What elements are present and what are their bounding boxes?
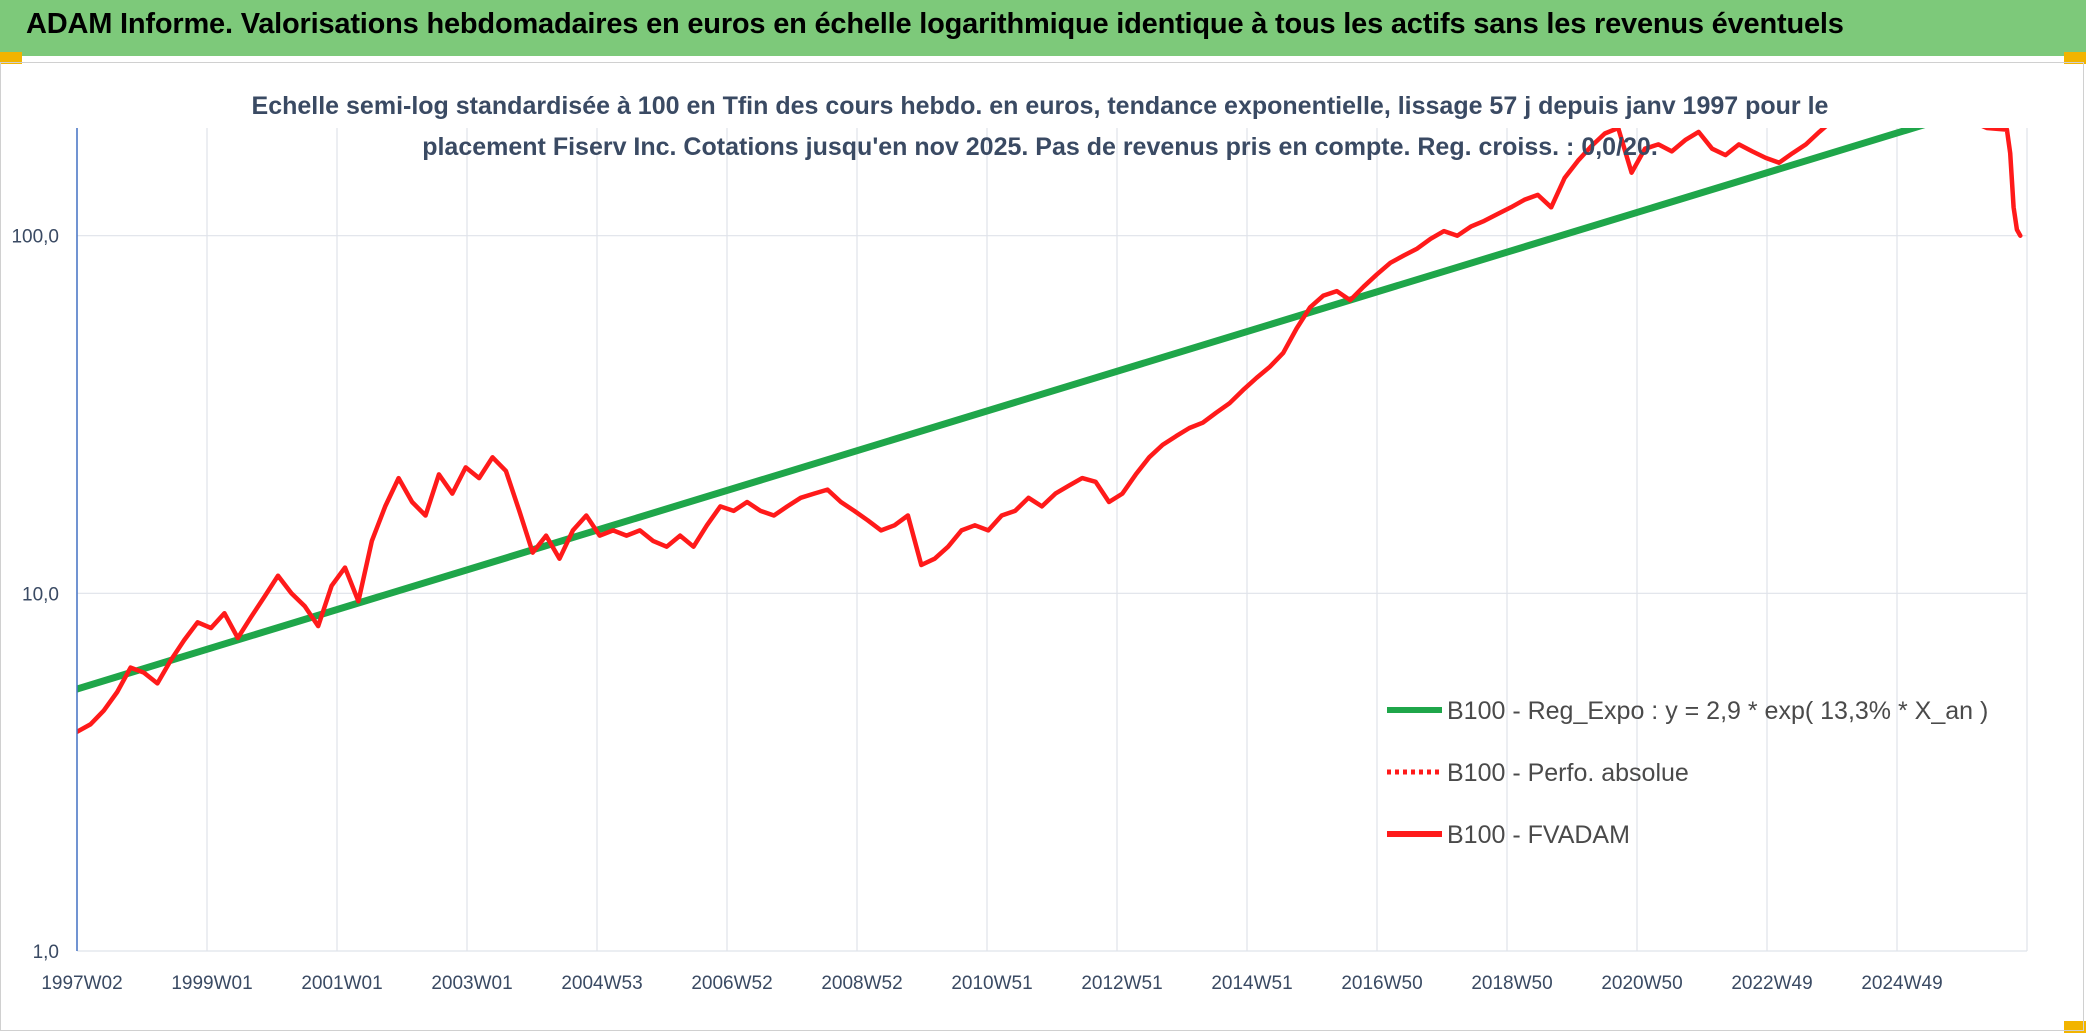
corner-marker-right <box>2064 52 2086 64</box>
header-bar <box>0 0 2086 56</box>
y-tick-label: 10,0 <box>22 584 59 605</box>
x-tick-label: 1997W02 <box>41 973 122 994</box>
y-tick-label: 100,0 <box>11 227 59 248</box>
x-tick-label: 2016W50 <box>1341 973 1422 994</box>
x-tick-label: 2001W01 <box>301 973 382 994</box>
x-tick-label: 2014W51 <box>1211 973 1292 994</box>
x-tick-label: 2022W49 <box>1731 973 1812 994</box>
x-tick-label: 2006W52 <box>691 973 772 994</box>
legend-label-0: B100 - Reg_Expo : y = 2,9 * exp( 13,3% *… <box>1447 697 1988 725</box>
series-line-0 <box>77 128 1926 693</box>
x-tick-label: 1999W01 <box>171 973 252 994</box>
x-tick-label: 2018W50 <box>1471 973 1552 994</box>
x-tick-label: 2003W01 <box>431 973 512 994</box>
legend: B100 - Reg_Expo : y = 2,9 * exp( 13,3% *… <box>1387 697 1988 849</box>
series-line-2 <box>77 128 2023 735</box>
chart-title-line1: Echelle semi-log standardisée à 100 en T… <box>251 92 1829 120</box>
y-tick-label: 1,0 <box>33 942 59 963</box>
legend-label-2: B100 - FVADAM <box>1447 821 1630 849</box>
x-tick-label: 2020W50 <box>1601 973 1682 994</box>
x-tick-label: 2012W51 <box>1081 973 1162 994</box>
grid <box>76 128 2028 952</box>
chart-title: Echelle semi-log standardisée à 100 en T… <box>180 86 1900 168</box>
legend-label-1: B100 - Perfo. absolue <box>1447 759 1689 787</box>
x-tick-label: 2004W53 <box>561 973 642 994</box>
x-tick-label: 2010W51 <box>951 973 1032 994</box>
corner-marker-left <box>0 52 22 64</box>
chart-title-line2: placement Fiserv Inc. Cotations jusqu'en… <box>422 133 1658 161</box>
x-tick-label: 2024W49 <box>1861 973 1942 994</box>
x-tick-label: 2008W52 <box>821 973 902 994</box>
header-title: ADAM Informe. Valorisations hebdomadaire… <box>26 8 1844 40</box>
chart-frame <box>0 62 2084 1031</box>
series-layer <box>77 128 2023 735</box>
axes: 100,0 10,0 1,0 1997W02 1999W01 2001W01 2003W01… <box>11 128 1943 994</box>
